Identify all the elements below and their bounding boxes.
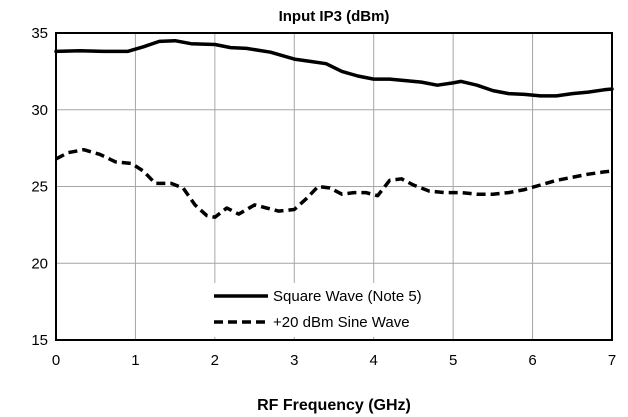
y-tick-label: 15 xyxy=(31,332,48,349)
x-tick-label: 5 xyxy=(449,352,457,369)
x-tick-label: 7 xyxy=(608,352,616,369)
x-axis-title: RF Frequency (GHz) xyxy=(257,397,411,414)
x-tick-labels: 0 1 2 3 4 5 6 7 xyxy=(52,352,616,369)
legend-label-square-wave: Square Wave (Note 5) xyxy=(273,288,422,305)
y-tick-labels: 15 20 25 30 35 xyxy=(31,25,48,349)
x-tick-label: 3 xyxy=(290,352,298,369)
series-line-sine-wave xyxy=(55,147,613,219)
x-tick-label: 4 xyxy=(370,352,378,369)
chart-title: Input IP3 (dBm) xyxy=(279,8,390,25)
x-tick-label: 1 xyxy=(131,352,139,369)
x-tick-label: 6 xyxy=(528,352,536,369)
x-tick-label: 0 xyxy=(52,352,60,369)
legend: Square Wave (Note 5) +20 dBm Sine Wave xyxy=(205,283,445,337)
legend-background xyxy=(205,283,445,337)
x-tick-label: 2 xyxy=(211,352,219,369)
y-tick-label: 30 xyxy=(31,102,48,119)
legend-label-sine-wave: +20 dBm Sine Wave xyxy=(273,314,410,331)
y-tick-label: 20 xyxy=(31,255,48,272)
plot-frame xyxy=(55,32,613,341)
series-layer xyxy=(54,38,614,219)
y-tick-label: 35 xyxy=(31,25,48,42)
y-tick-label: 25 xyxy=(31,179,48,196)
series-line-square-wave xyxy=(54,38,614,98)
